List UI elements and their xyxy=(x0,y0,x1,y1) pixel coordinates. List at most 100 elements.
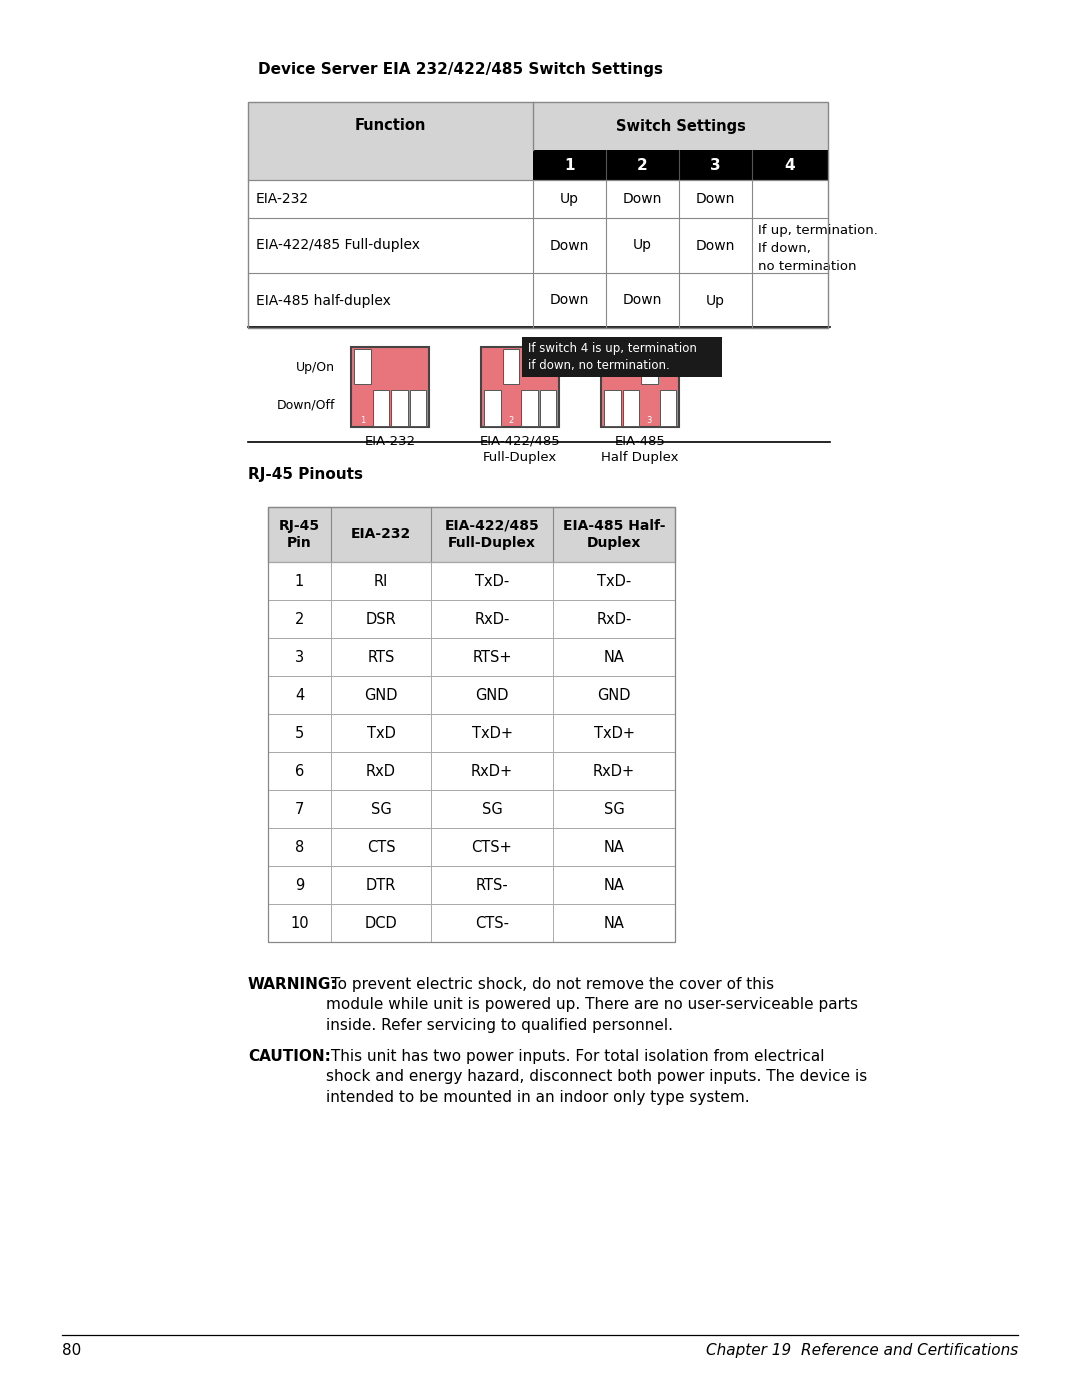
Bar xyxy=(600,346,679,427)
Bar xyxy=(248,102,828,328)
Text: Chapter 19  Reference and Certifications: Chapter 19 Reference and Certifications xyxy=(705,1343,1018,1358)
Text: EIA-232: EIA-232 xyxy=(364,434,416,448)
Text: DSR: DSR xyxy=(366,612,396,626)
Text: RxD+: RxD+ xyxy=(471,764,513,778)
Text: GND: GND xyxy=(364,687,397,703)
Text: 3: 3 xyxy=(647,416,652,425)
Text: 4: 4 xyxy=(415,416,420,425)
Bar xyxy=(391,390,407,426)
Bar xyxy=(502,348,519,384)
Text: Down: Down xyxy=(696,191,735,205)
Bar xyxy=(268,638,675,676)
Text: 3: 3 xyxy=(295,650,305,665)
Text: EIA-485 Half-
Duplex: EIA-485 Half- Duplex xyxy=(563,518,665,550)
Text: 4: 4 xyxy=(785,158,795,172)
Text: 1: 1 xyxy=(295,574,305,588)
Text: 5: 5 xyxy=(295,725,305,740)
Bar xyxy=(268,676,675,714)
Text: NA: NA xyxy=(604,877,624,893)
Text: TxD+: TxD+ xyxy=(594,725,635,740)
Text: This unit has two power inputs. For total isolation from electrical
shock and en: This unit has two power inputs. For tota… xyxy=(326,1049,867,1105)
Text: NA: NA xyxy=(604,915,624,930)
Text: 4: 4 xyxy=(665,416,671,425)
Bar xyxy=(521,390,538,426)
Bar xyxy=(268,866,675,904)
Text: 2: 2 xyxy=(629,416,633,425)
Text: Down/Off: Down/Off xyxy=(276,398,335,411)
Text: 2: 2 xyxy=(508,416,513,425)
Text: Up: Up xyxy=(633,239,652,253)
Text: 8: 8 xyxy=(295,840,305,855)
Text: CAUTION:: CAUTION: xyxy=(248,1049,330,1065)
Text: CTS-: CTS- xyxy=(475,915,509,930)
Text: If up, termination.
If down,
no termination: If up, termination. If down, no terminat… xyxy=(758,224,878,272)
Bar xyxy=(540,390,556,426)
Text: DTR: DTR xyxy=(366,877,396,893)
Text: SG: SG xyxy=(482,802,502,816)
Text: Device Server EIA 232/422/485 Switch Settings: Device Server EIA 232/422/485 Switch Set… xyxy=(258,61,663,77)
Bar xyxy=(604,390,621,426)
Text: TxD: TxD xyxy=(366,725,395,740)
Bar xyxy=(248,102,828,149)
Bar xyxy=(268,507,675,562)
Bar xyxy=(268,599,675,638)
Text: 3: 3 xyxy=(527,416,532,425)
Bar xyxy=(248,272,828,328)
Text: EIA-422/485
Full-Duplex: EIA-422/485 Full-Duplex xyxy=(480,434,561,464)
Bar xyxy=(268,752,675,789)
Text: Up/On: Up/On xyxy=(296,360,335,373)
Text: DCD: DCD xyxy=(365,915,397,930)
Text: To prevent electric shock, do not remove the cover of this
module while unit is : To prevent electric shock, do not remove… xyxy=(326,977,858,1032)
Text: CTS: CTS xyxy=(367,840,395,855)
Text: RTS+: RTS+ xyxy=(472,650,512,665)
Text: TxD+: TxD+ xyxy=(472,725,513,740)
Text: RTS: RTS xyxy=(367,650,394,665)
Bar xyxy=(268,507,675,942)
Text: EIA-485 half-duplex: EIA-485 half-duplex xyxy=(256,293,391,307)
Text: 2: 2 xyxy=(295,612,305,626)
Text: Down: Down xyxy=(550,293,590,307)
Bar xyxy=(351,346,429,427)
Text: 3: 3 xyxy=(711,158,720,172)
Bar xyxy=(354,348,370,384)
Text: SG: SG xyxy=(604,802,624,816)
Text: Switch Settings: Switch Settings xyxy=(616,119,745,134)
Text: NA: NA xyxy=(604,840,624,855)
Text: RxD: RxD xyxy=(366,764,396,778)
Text: 2: 2 xyxy=(378,416,383,425)
Text: RI: RI xyxy=(374,574,388,588)
Text: 6: 6 xyxy=(295,764,305,778)
Text: 4: 4 xyxy=(295,687,305,703)
Text: TxD-: TxD- xyxy=(597,574,631,588)
Text: RTS-: RTS- xyxy=(475,877,509,893)
Bar xyxy=(248,149,534,180)
Text: Down: Down xyxy=(696,239,735,253)
Bar xyxy=(268,507,675,562)
Text: EIA-422/485
Full-Duplex: EIA-422/485 Full-Duplex xyxy=(445,518,539,550)
Text: RxD+: RxD+ xyxy=(593,764,635,778)
Text: 80: 80 xyxy=(62,1343,81,1358)
Text: If switch 4 is up, termination
if down, no termination.: If switch 4 is up, termination if down, … xyxy=(528,342,697,372)
Text: EIA-232: EIA-232 xyxy=(351,528,411,542)
Bar xyxy=(373,390,389,426)
Bar xyxy=(268,562,675,599)
Text: GND: GND xyxy=(597,687,631,703)
Bar xyxy=(268,789,675,828)
Text: 9: 9 xyxy=(295,877,305,893)
Bar xyxy=(481,346,559,427)
Bar xyxy=(409,390,426,426)
Text: RxD-: RxD- xyxy=(596,612,632,626)
Text: RJ-45
Pin: RJ-45 Pin xyxy=(279,518,320,550)
Text: WARNING:: WARNING: xyxy=(248,977,338,992)
Text: EIA-485
Half Duplex: EIA-485 Half Duplex xyxy=(602,434,678,464)
Text: Down: Down xyxy=(623,191,662,205)
Text: RJ-45 Pinouts: RJ-45 Pinouts xyxy=(248,467,363,482)
Text: EIA-422/485 Full-duplex: EIA-422/485 Full-duplex xyxy=(256,239,420,253)
Text: 10: 10 xyxy=(291,915,309,930)
Text: GND: GND xyxy=(475,687,509,703)
Text: 1: 1 xyxy=(609,416,615,425)
Text: Up: Up xyxy=(706,293,725,307)
Text: Function: Function xyxy=(355,119,427,134)
Bar xyxy=(268,828,675,866)
Text: EIA-232: EIA-232 xyxy=(256,191,309,205)
